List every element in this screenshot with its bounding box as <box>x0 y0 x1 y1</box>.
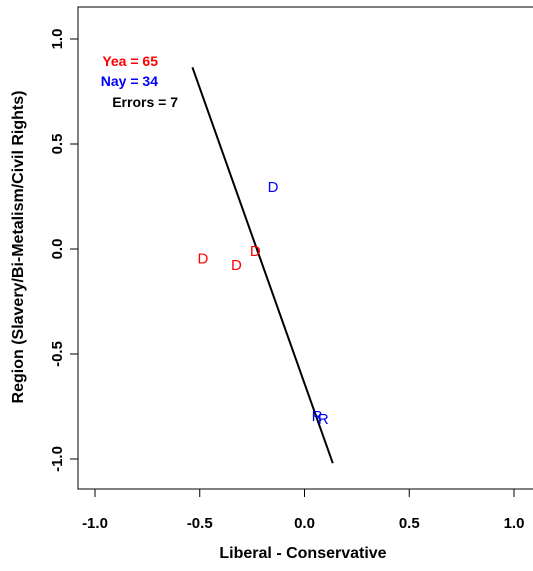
data-point: D <box>250 243 261 260</box>
data-point: D <box>268 179 279 196</box>
x-tick-label: 1.0 <box>504 515 525 532</box>
legend: Yea = 65 Nay = 34 Errors = 7 <box>101 53 178 110</box>
x-tick-label: -0.5 <box>187 515 213 532</box>
plot-frame <box>77 6 533 490</box>
x-axis: -1.0 -0.5 0.0 0.5 1.0 <box>82 489 524 532</box>
y-tick-label: -0.5 <box>49 341 66 367</box>
y-axis: -1.0 -0.5 0.0 0.5 1.0 <box>49 29 78 472</box>
y-axis-title: Region (Slavery/Bi-Metalism/Civil Rights… <box>10 91 27 404</box>
x-tick-label: 0.0 <box>294 515 315 532</box>
y-tick-label: 0.5 <box>49 134 66 155</box>
x-axis-title: Liberal - Conservative <box>219 545 386 562</box>
data-point: R <box>312 408 323 425</box>
y-tick-label: 1.0 <box>49 29 66 50</box>
legend-nay: Nay = 34 <box>101 73 158 89</box>
data-point: R <box>318 411 329 428</box>
y-tick-label: -1.0 <box>49 446 66 472</box>
data-point: D <box>197 250 208 267</box>
legend-errors: Errors = 7 <box>112 94 178 110</box>
cutting-line <box>191 67 334 464</box>
x-tick-label: -1.0 <box>82 515 108 532</box>
y-tick-label: 0.0 <box>49 239 66 260</box>
legend-yea: Yea = 65 <box>102 53 158 69</box>
cutting-line-layer <box>191 67 334 464</box>
x-tick-label: 0.5 <box>399 515 420 532</box>
data-point: D <box>231 257 242 274</box>
